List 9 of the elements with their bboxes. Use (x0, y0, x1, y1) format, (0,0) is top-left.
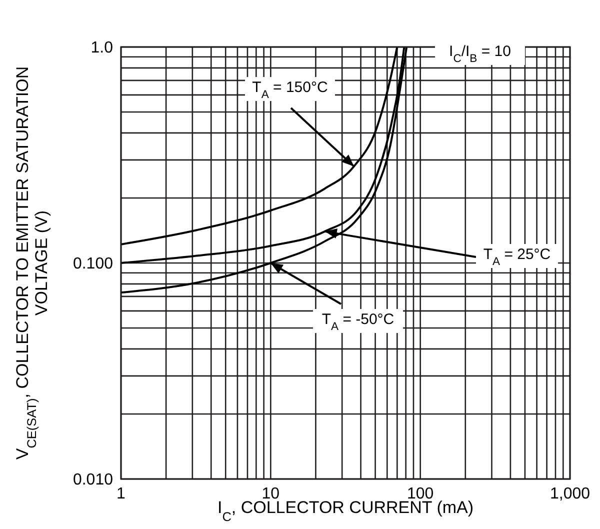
y-tick-label: 0.100 (72, 256, 114, 273)
y-tick-label: 1.0 (90, 40, 114, 57)
annotation: T$_{A}$ = 25°C (483, 246, 551, 268)
x-tick-label: 1 (116, 485, 126, 502)
annotation: I$_{C}$/I$_{B}$ = 10 (449, 43, 511, 65)
x-tick-label: 1,000 (550, 485, 590, 502)
y-tick-label: 0.010 (72, 472, 114, 489)
annotation: T$_{A}$ = 150°C (252, 79, 328, 101)
annotation: T$_{A}$ = -50°C (322, 311, 394, 333)
